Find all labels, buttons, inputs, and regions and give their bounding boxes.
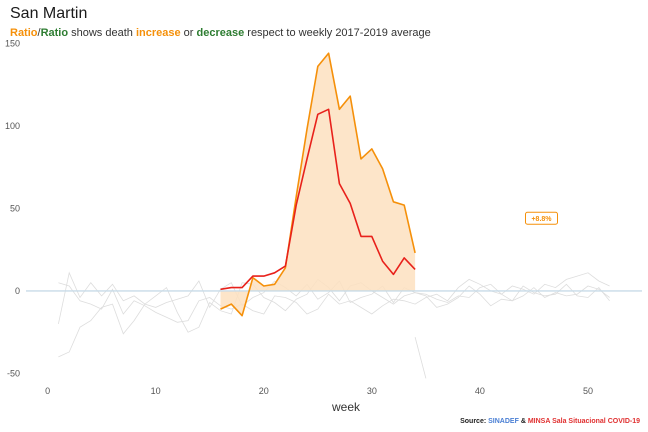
subtitle-increase: increase xyxy=(135,27,181,39)
x-tick-label: 0 xyxy=(45,386,50,396)
subtitle-ratio-orange: Ratio xyxy=(10,27,38,39)
source-amp: & xyxy=(520,418,526,425)
x-tick-label: 50 xyxy=(583,386,593,396)
source-minsa: MINSA Sala Situacional COVID-19 xyxy=(527,418,640,425)
y-tick-label: 0 xyxy=(15,286,20,296)
chart-title: San Martin xyxy=(10,5,88,22)
x-tick-label: 20 xyxy=(259,386,269,396)
subtitle-text-3: respect to weekly 2017-2019 average xyxy=(244,27,431,39)
percent-label-box xyxy=(524,211,558,225)
x-tick-label: 10 xyxy=(151,386,161,396)
chart-subtitle: Ratio/Ratio shows death increase or decr… xyxy=(10,27,431,39)
y-tick-label: -50 xyxy=(7,368,20,378)
subtitle-slash: / xyxy=(37,27,41,39)
subtitle-text-2: or xyxy=(180,27,197,39)
series-line-orange xyxy=(220,52,416,317)
y-tick-label: 100 xyxy=(5,121,20,131)
x-tick-label: 30 xyxy=(367,386,377,396)
source-note: Source: SINADEF & MINSA Sala Situacional… xyxy=(460,418,640,425)
y-tick-label: 150 xyxy=(5,38,20,48)
series-line-gray xyxy=(414,336,427,379)
y-tick-label: 50 xyxy=(10,203,20,213)
source-sinadef: SINADEF xyxy=(488,418,519,425)
source-label: Source: xyxy=(460,418,487,425)
series-line-red xyxy=(220,108,416,291)
percent-label-text: +8.8% xyxy=(531,216,552,223)
x-tick-label: 40 xyxy=(475,386,485,396)
series-line-gray xyxy=(58,272,610,323)
increase-area xyxy=(220,53,416,316)
subtitle-decrease: decrease xyxy=(196,27,245,39)
subtitle-ratio-green: Ratio xyxy=(40,27,69,39)
x-axis-title: week xyxy=(331,400,361,414)
subtitle-text-1: shows death xyxy=(68,27,136,39)
series-line-gray xyxy=(58,278,610,358)
